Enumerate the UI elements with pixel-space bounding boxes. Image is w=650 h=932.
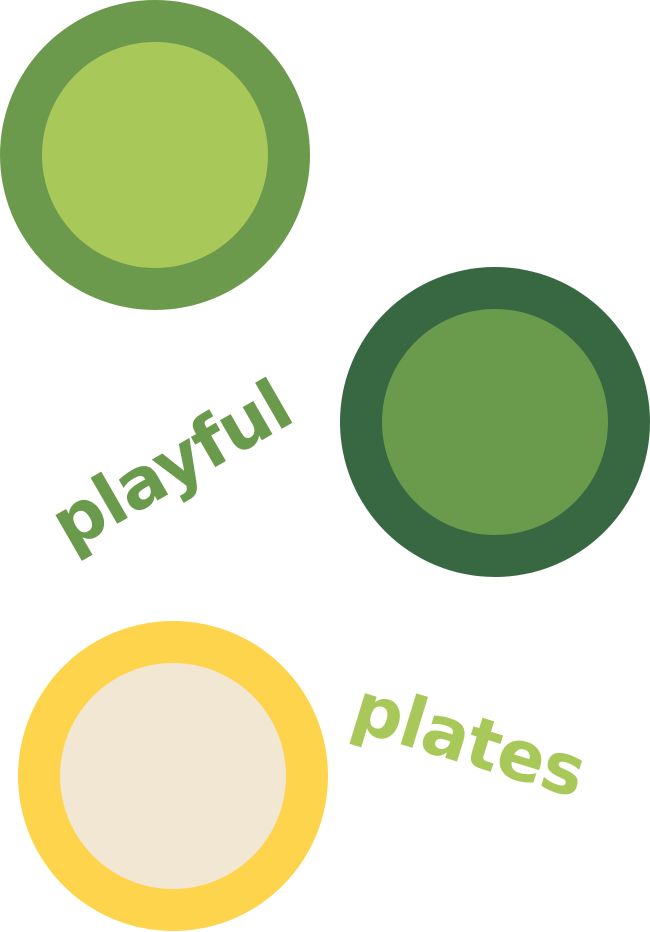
plate-yellow-center: [60, 663, 286, 889]
plate-light-green-center: [42, 42, 268, 268]
plate-dark-green: [340, 267, 650, 577]
plate-dark-green-center: [382, 309, 608, 535]
plate-light-green: [0, 0, 310, 310]
word-plates: plates: [343, 666, 595, 814]
plate-yellow: [18, 621, 328, 931]
word-playful: playful: [37, 363, 306, 567]
